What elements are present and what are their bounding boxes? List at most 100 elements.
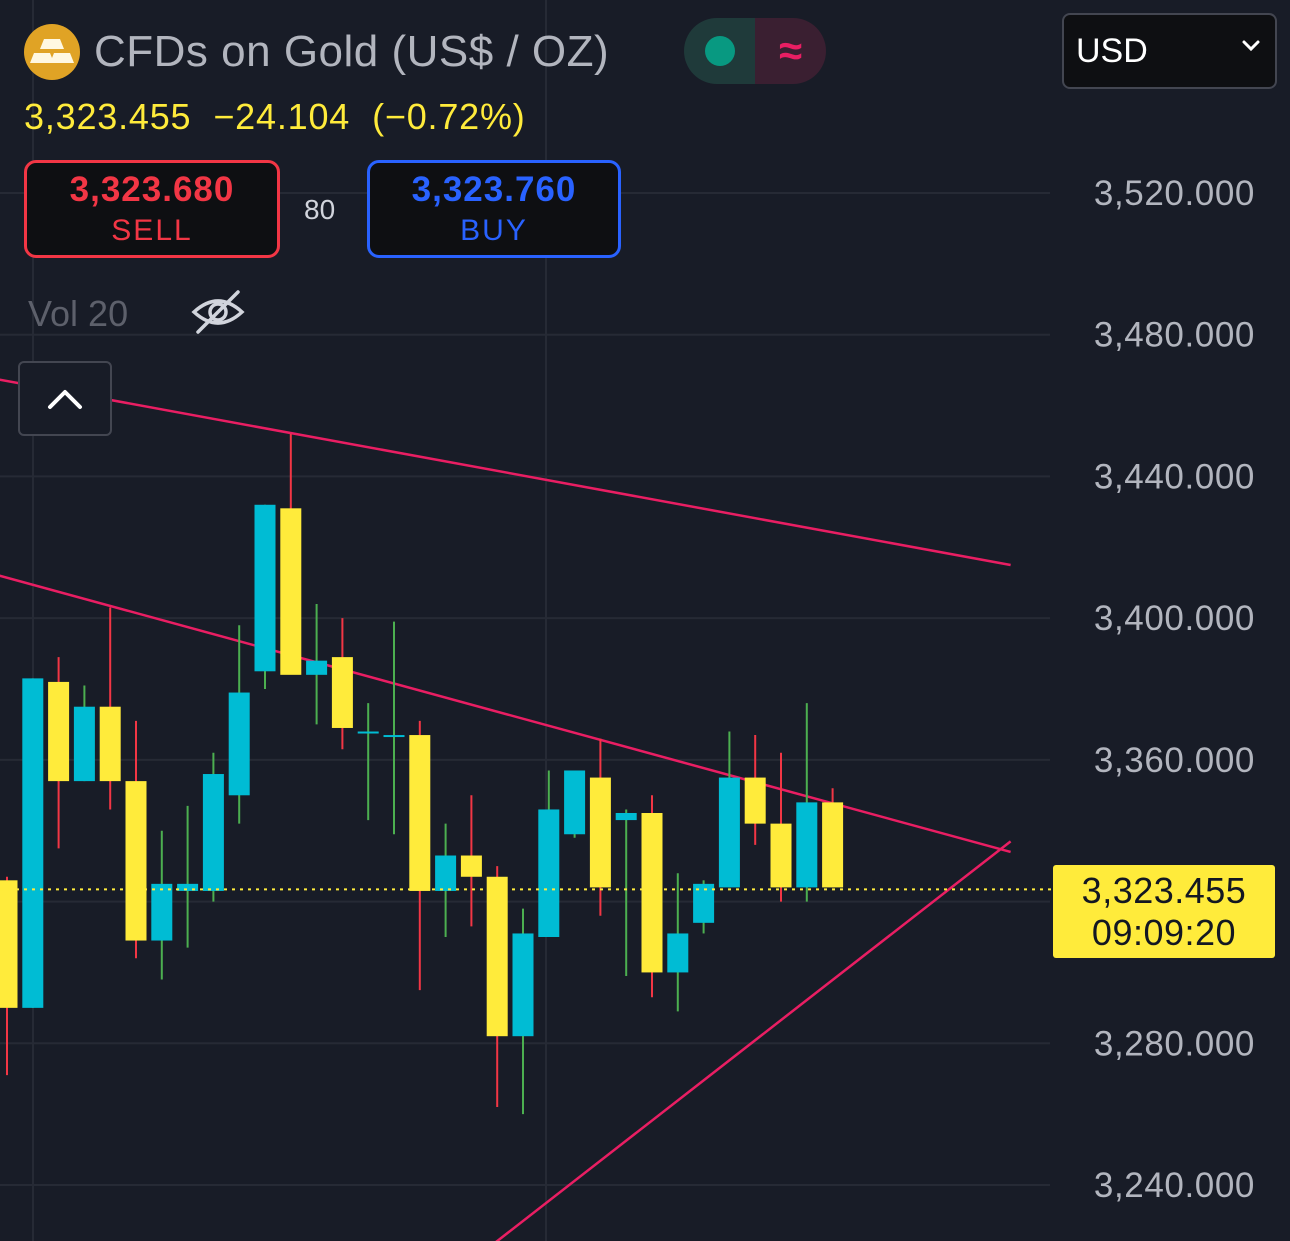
candle xyxy=(228,625,250,824)
candle-body xyxy=(125,781,147,941)
trendline-lower-resistance[interactable] xyxy=(0,572,1011,854)
candle-body xyxy=(22,678,44,1008)
candle xyxy=(486,866,508,1108)
candle-body xyxy=(770,823,792,888)
market-status-pill[interactable]: ≈ xyxy=(684,18,826,84)
chevron-down-icon xyxy=(1242,40,1260,52)
candle-body xyxy=(435,855,457,891)
candle-body xyxy=(357,731,379,734)
candle-body xyxy=(641,813,663,973)
candle xyxy=(538,770,560,937)
price-change: −24.104 xyxy=(213,96,351,137)
price-axis[interactable]: 3,520.000 3,480.000 3,440.000 3,400.000 3,36… xyxy=(1094,174,1255,1205)
candle-body xyxy=(744,777,766,824)
candle xyxy=(822,788,844,888)
candle-body xyxy=(331,657,353,728)
last-price-tag: 3,323.455 09:09:20 xyxy=(1053,865,1275,958)
candle-body xyxy=(460,855,482,877)
candle-body xyxy=(538,809,560,937)
candle-body xyxy=(822,802,844,888)
trendline-upper-resistance[interactable] xyxy=(0,377,1011,567)
price-change-percent: (−0.72%) xyxy=(372,96,526,137)
candle-body xyxy=(0,880,18,1008)
y-axis-tick-label: 3,480.000 xyxy=(1094,316,1255,355)
candle xyxy=(125,720,147,959)
candle-body xyxy=(280,508,302,675)
candle-body xyxy=(796,802,818,888)
spread-value: 80 xyxy=(304,194,336,225)
candle xyxy=(151,830,173,980)
eye-off-icon[interactable] xyxy=(190,288,246,341)
candle xyxy=(512,908,534,1115)
candle-body xyxy=(409,735,431,891)
candle-body xyxy=(254,504,276,672)
candle xyxy=(48,657,70,849)
currency-value: USD xyxy=(1076,31,1148,70)
candle xyxy=(280,433,302,675)
candle xyxy=(331,618,353,750)
market-open-dot-icon[interactable] xyxy=(684,18,755,84)
chart-grid xyxy=(0,0,1050,1241)
candle-body xyxy=(228,692,250,796)
candle xyxy=(254,504,276,689)
y-axis-tick-label: 3,520.000 xyxy=(1094,174,1255,213)
candle xyxy=(744,735,766,845)
candle xyxy=(667,873,689,1012)
trendline-rising-support[interactable] xyxy=(433,840,1012,1241)
y-axis-tick-label: 3,240.000 xyxy=(1094,1166,1255,1205)
candle-body xyxy=(48,681,70,782)
candle-body xyxy=(383,735,405,738)
volume-indicator-label[interactable]: Vol 20 xyxy=(28,293,129,334)
symbol-header[interactable]: CFDs on Gold (US$ / OZ) xyxy=(24,24,609,80)
candle-body xyxy=(486,876,508,1037)
candle-body xyxy=(99,706,121,782)
y-axis-tick-label: 3,360.000 xyxy=(1094,741,1255,780)
candle-body xyxy=(718,777,740,888)
candle xyxy=(73,685,95,782)
quote-line: 3,323.455 −24.104 (−0.72%) xyxy=(24,96,526,138)
candlesticks xyxy=(0,433,844,1115)
bar-countdown: 09:09:20 xyxy=(1091,911,1237,953)
sell-button[interactable]: 3,323.680 SELL xyxy=(24,160,280,258)
candle xyxy=(383,621,405,835)
buy-button[interactable]: 3,323.760 BUY xyxy=(367,160,621,258)
candle-body xyxy=(73,706,95,782)
candle xyxy=(564,770,586,838)
candle-body xyxy=(589,777,611,888)
candle xyxy=(99,607,121,810)
symbol-title[interactable]: CFDs on Gold (US$ / OZ) xyxy=(94,27,610,76)
delayed-data-wave-icon[interactable]: ≈ xyxy=(755,18,826,84)
candle xyxy=(0,876,18,1076)
candle xyxy=(796,703,818,902)
candle xyxy=(177,805,199,948)
candle-body xyxy=(306,660,328,675)
candle-body xyxy=(667,933,689,973)
candle xyxy=(718,731,740,888)
y-axis-tick-label: 3,400.000 xyxy=(1094,599,1255,638)
y-axis-tick-label: 3,440.000 xyxy=(1094,457,1255,496)
trendlines[interactable] xyxy=(0,377,1012,1241)
candle-body xyxy=(693,883,715,923)
candle-body xyxy=(202,774,224,891)
y-axis-tick-label: 3,280.000 xyxy=(1094,1024,1255,1063)
candle-body xyxy=(615,813,637,821)
chevron-up-icon xyxy=(48,389,82,409)
buy-price: 3,323.760 xyxy=(411,170,577,209)
candle xyxy=(641,795,663,998)
sell-label: SELL xyxy=(111,214,193,247)
currency-select[interactable]: USD xyxy=(1062,13,1277,89)
candle xyxy=(770,752,792,902)
gold-bars-icon xyxy=(24,24,80,80)
last-price-tag-value: 3,323.455 xyxy=(1081,869,1247,911)
collapse-legend-button[interactable] xyxy=(18,361,112,436)
candle xyxy=(460,795,482,927)
candle xyxy=(409,720,431,991)
candle-body xyxy=(151,883,173,941)
buy-label: BUY xyxy=(460,214,528,247)
candle-body xyxy=(564,770,586,835)
candle xyxy=(589,738,611,916)
candle-body xyxy=(512,933,534,1037)
last-price: 3,323.455 xyxy=(24,96,192,137)
candle xyxy=(202,752,224,902)
